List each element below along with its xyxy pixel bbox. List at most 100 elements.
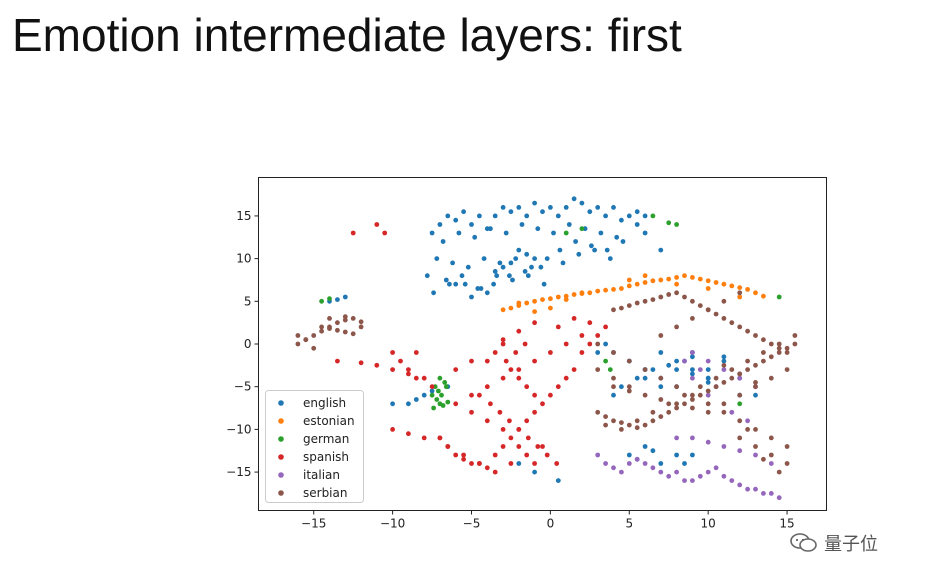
data-point (497, 409, 503, 415)
data-point (650, 367, 656, 372)
data-point (390, 350, 395, 355)
data-point (508, 461, 514, 466)
x-tick-label: −10 (380, 517, 405, 531)
data-point (453, 281, 459, 287)
data-point (579, 350, 585, 355)
x-tick-label: 15 (779, 517, 794, 531)
data-point (390, 401, 395, 407)
data-point (650, 297, 656, 302)
data-point (721, 380, 727, 385)
data-point (522, 269, 528, 274)
data-point (469, 461, 474, 466)
data-point (768, 435, 774, 441)
data-point (469, 294, 474, 300)
data-point (544, 452, 550, 458)
data-point (507, 418, 512, 424)
data-point (535, 444, 541, 449)
data-point (705, 439, 711, 445)
data-point (374, 222, 380, 227)
data-point (721, 473, 727, 479)
data-point (705, 392, 711, 398)
data-point (587, 320, 593, 326)
data-point (434, 397, 440, 402)
data-point (690, 354, 695, 360)
data-point (721, 409, 727, 415)
data-point (532, 469, 537, 475)
data-point (374, 362, 380, 368)
data-point (737, 285, 743, 290)
data-point (469, 409, 474, 415)
data-point (697, 367, 703, 372)
data-point (429, 388, 435, 394)
data-point (658, 294, 664, 300)
data-point (563, 375, 569, 381)
data-point (421, 435, 427, 441)
data-point (690, 350, 695, 355)
data-point (634, 222, 640, 227)
data-point (477, 213, 482, 219)
data-point (445, 444, 451, 449)
data-point (500, 264, 506, 270)
x-tick-label: 10 (701, 517, 716, 531)
data-point (492, 350, 498, 355)
data-point (453, 217, 459, 223)
data-point (768, 375, 774, 381)
data-point (445, 213, 451, 219)
series-estonian (500, 273, 766, 314)
data-point (439, 392, 444, 398)
data-point (768, 461, 774, 466)
data-point (524, 213, 530, 219)
data-point (690, 478, 695, 483)
data-point (761, 337, 766, 343)
data-point (544, 256, 550, 261)
data-point (620, 239, 626, 244)
x-tick-label: 5 (625, 517, 633, 531)
y-tick-label: 0 (244, 337, 252, 351)
data-point (492, 213, 498, 219)
data-point (524, 300, 530, 306)
data-point (674, 275, 679, 280)
data-point (697, 276, 703, 282)
data-point (342, 329, 348, 335)
data-point (431, 405, 436, 411)
data-point (626, 303, 632, 308)
data-point (563, 230, 569, 236)
data-point (666, 276, 672, 282)
data-point (603, 414, 608, 419)
data-point (658, 277, 664, 283)
data-point (737, 324, 743, 330)
legend-label: italian (303, 468, 340, 482)
data-point (587, 209, 593, 215)
data-point (737, 448, 743, 454)
data-point (335, 327, 340, 333)
data-point (626, 213, 632, 219)
data-point (642, 273, 648, 279)
data-point (319, 298, 324, 304)
data-point (705, 358, 711, 364)
data-point (761, 491, 766, 496)
data-point (548, 305, 553, 311)
watermark-text: 量子位 (824, 534, 878, 555)
data-point (406, 431, 411, 437)
data-point (532, 320, 537, 326)
legend-marker (278, 418, 284, 424)
data-point (737, 294, 743, 300)
data-point (705, 469, 711, 475)
data-point (603, 358, 608, 364)
data-point (745, 287, 750, 292)
data-point (603, 422, 608, 428)
data-point (705, 307, 711, 313)
data-point (461, 209, 466, 215)
data-point (690, 392, 695, 398)
data-point (650, 278, 656, 284)
data-point (674, 324, 679, 330)
data-point (768, 354, 774, 360)
data-point (705, 278, 711, 284)
data-point (626, 384, 632, 390)
data-point (413, 350, 419, 355)
data-point (634, 281, 640, 287)
data-point (619, 305, 624, 311)
data-point (690, 397, 695, 402)
y-tick-label: −15 (226, 465, 251, 479)
data-point (532, 358, 537, 364)
